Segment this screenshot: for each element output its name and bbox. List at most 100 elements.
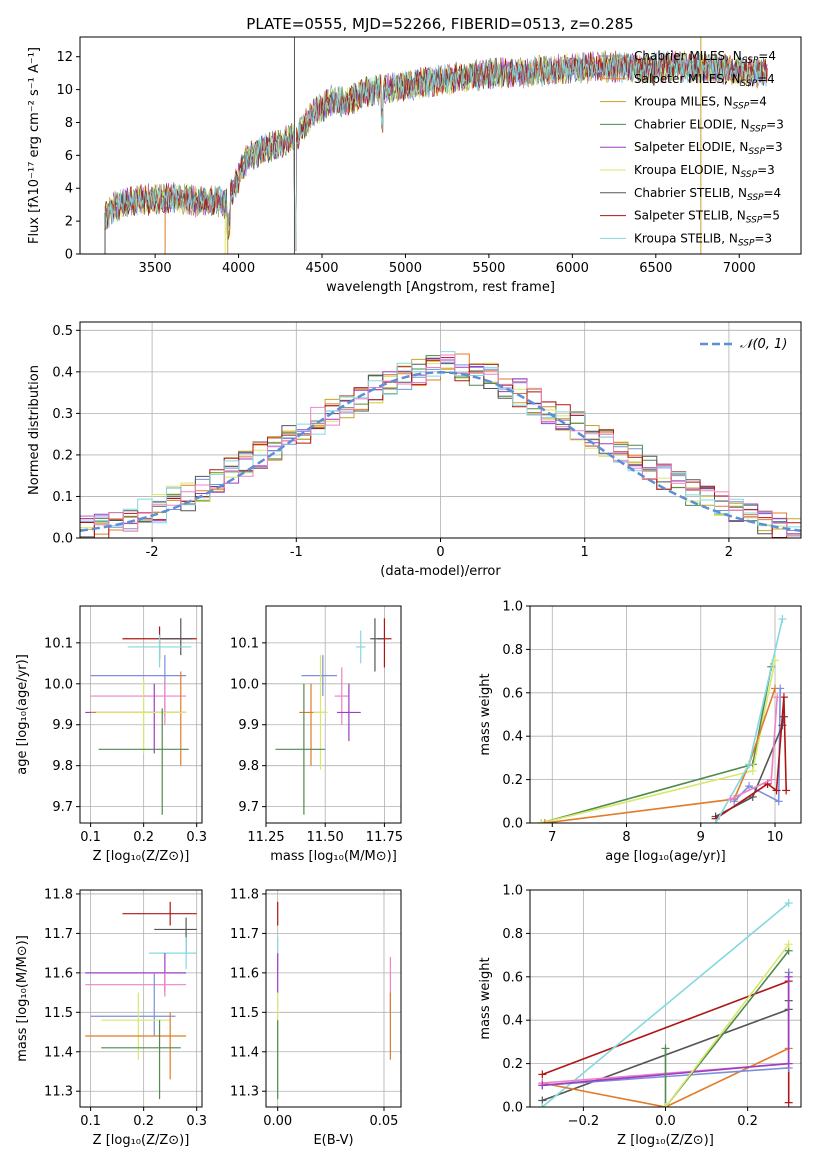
- plot-area: [85, 618, 197, 815]
- x-axis-label: Z [log₁₀(Z/Z⊙)]: [617, 1133, 714, 1148]
- y-tick-label: 11.7: [230, 927, 259, 942]
- legend-label: 𝒩(0, 1): [740, 337, 787, 352]
- plot-area: [85, 901, 197, 1100]
- x-tick-label: 0.2: [133, 830, 154, 845]
- x-tick-label: 4000: [222, 261, 255, 276]
- axes: 7 8 9 10 0.0 0.2 0.4 0.6 0.8 1.0 age [log₁₀(age/yr…: [478, 600, 802, 864]
- y-tick-label: 11.3: [230, 1085, 259, 1100]
- panel-6: 0.1 0.2 0.3 11.3 11.4 11.5 11.6 11.7 11.8 Z [log₁…: [15, 887, 207, 1148]
- series-line: [715, 716, 785, 818]
- x-axis-label: (data-model)/error: [380, 564, 501, 579]
- x-tick-label: 7: [548, 830, 556, 845]
- axes-frame: [529, 605, 802, 824]
- y-tick-label: 9.9: [52, 718, 73, 733]
- y-tick-label: 10.1: [230, 636, 259, 651]
- series-line: [664, 950, 790, 1107]
- y-tick-label: 0.8: [502, 643, 523, 658]
- x-tick-label: 0.1: [80, 830, 101, 845]
- x-axis-label: Z [log₁₀(Z/Z⊙)]: [93, 849, 190, 864]
- legend-label: Chabrier STELIB, NSSP=4: [634, 186, 781, 203]
- y-tick-label: 11.5: [44, 1006, 73, 1021]
- x-tick-label: -2: [146, 545, 159, 560]
- y-tick-label: 0: [65, 248, 73, 263]
- y-tick-label: 11.5: [230, 1006, 259, 1021]
- series-line: [541, 902, 790, 1107]
- plot-area: [275, 618, 392, 815]
- y-axis-label: mass [log₁₀(M/M⊙)]: [15, 935, 30, 1062]
- y-tick-label: 0.2: [502, 1057, 523, 1072]
- x-axis-label: mass [log₁₀(M/M⊙)]: [270, 849, 397, 864]
- legend-label: Kroupa STELIB, NSSP=3: [634, 231, 772, 248]
- y-tick-label: 12: [56, 50, 73, 65]
- x-tick-label: 11.75: [366, 830, 403, 845]
- legend-label: Chabrier MILES, NSSP=4: [634, 49, 776, 66]
- y-axis-label: age [log₁₀(age/yr)]: [15, 654, 30, 775]
- x-tick-label: 8: [622, 830, 630, 845]
- y-tick-label: 10.1: [44, 636, 73, 651]
- y-tick-label: 11.7: [44, 927, 73, 942]
- plot-area: [277, 901, 391, 1100]
- y-axis-label: mass weight: [478, 957, 493, 1039]
- axes-frame: [79, 889, 203, 1108]
- y-tick-label: 0.3: [52, 407, 73, 422]
- x-tick-label: 3500: [139, 261, 172, 276]
- plot-area: [538, 899, 793, 1107]
- x-tick-label: 0.1: [80, 1114, 101, 1129]
- x-tick-label: 0.2: [737, 1114, 758, 1129]
- legend-label: Salpeter STELIB, NSSP=5: [634, 209, 780, 226]
- plot-area: [537, 615, 791, 823]
- legend-label: Chabrier ELODIE, NSSP=3: [634, 117, 784, 134]
- chart-title: PLATE=0555, MJD=52266, FIBERID=0513, z=0…: [246, 15, 633, 33]
- y-tick-label: 0.6: [502, 686, 523, 701]
- y-tick-label: 0.0: [52, 532, 73, 547]
- x-tick-label: −0.2: [568, 1114, 600, 1129]
- y-tick-label: 11.4: [44, 1045, 73, 1060]
- series-line: [664, 943, 790, 1107]
- x-tick-label: 0: [436, 545, 444, 560]
- x-tick-label: 11.25: [247, 830, 284, 845]
- plot-area: [80, 351, 801, 538]
- y-tick-label: 11.3: [44, 1085, 73, 1100]
- y-axis-label: Normed distribution: [27, 365, 42, 495]
- x-tick-label: 6500: [639, 261, 672, 276]
- axes: 0.00 0.05 11.3 11.4 11.5 11.6 11.7 11.8 E(B-V): [230, 887, 402, 1148]
- y-tick-label: 0.2: [52, 448, 73, 463]
- y-axis-label: Flux [fλ10⁻¹⁷ erg cm⁻² s⁻¹ A⁻¹]: [27, 47, 42, 244]
- x-tick-label: 0.00: [263, 1114, 292, 1129]
- series-line: [540, 660, 776, 823]
- x-tick-label: 5000: [389, 261, 422, 276]
- x-tick-label: 5500: [472, 261, 505, 276]
- y-tick-label: 10.0: [44, 677, 73, 692]
- panel-2: -2 -1 0 1 2 0.0 0.1 0.2 0.3 0.4 0.5 (data-model)/er…: [27, 321, 802, 579]
- y-tick-label: 4: [65, 182, 73, 197]
- x-tick-label: 11.50: [307, 830, 344, 845]
- y-tick-label: 0.8: [502, 927, 523, 942]
- x-axis-label: E(B-V): [313, 1133, 353, 1148]
- x-tick-label: -1: [290, 545, 303, 560]
- panel-4: 11.25 11.50 11.75 9.7 9.8 9.9 10.0 10.1 mass [lo…: [230, 605, 403, 864]
- x-axis-label: age [log₁₀(age/yr)]: [605, 849, 726, 864]
- legend-label: Salpeter ELODIE, NSSP=3: [634, 140, 783, 157]
- y-tick-label: 0.2: [502, 773, 523, 788]
- y-tick-label: 11.8: [230, 887, 259, 902]
- legend-label: Kroupa ELODIE, NSSP=3: [634, 163, 775, 180]
- y-tick-label: 8: [65, 116, 73, 131]
- x-tick-label: 2: [725, 545, 733, 560]
- x-axis-label: wavelength [Angstrom, rest frame]: [326, 280, 555, 295]
- y-tick-label: 1.0: [502, 884, 523, 899]
- axes: 0.1 0.2 0.3 9.7 9.8 9.9 10.0 10.1 Z [log₁₀(Z/Z⊙)…: [15, 605, 207, 864]
- series-line: [544, 688, 776, 823]
- y-tick-label: 11.4: [230, 1045, 259, 1060]
- x-tick-label: 0.05: [370, 1114, 399, 1129]
- y-tick-label: 9.9: [238, 718, 259, 733]
- spectrum-line: [104, 51, 768, 254]
- x-tick-label: 1: [581, 545, 589, 560]
- y-tick-label: 0.0: [502, 817, 523, 832]
- y-tick-label: 6: [65, 149, 73, 164]
- axes: -2 -1 0 1 2 0.0 0.1 0.2 0.3 0.4 0.5 (data-model)/er…: [27, 321, 802, 579]
- normal-curve: [80, 371, 801, 532]
- x-tick-label: 0.2: [133, 1114, 154, 1129]
- x-tick-label: 9: [697, 830, 705, 845]
- x-tick-label: 10: [767, 830, 784, 845]
